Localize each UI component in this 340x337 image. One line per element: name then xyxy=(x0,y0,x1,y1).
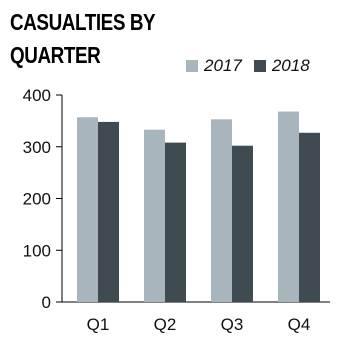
bar-2018-Q3 xyxy=(232,145,253,302)
y-tick-label: 200 xyxy=(23,190,51,209)
y-tick-label: 300 xyxy=(23,138,51,157)
x-tick-label: Q2 xyxy=(154,315,177,334)
chart-title: CASUALTIES BY QUARTER xyxy=(10,9,155,68)
y-tick-label: 400 xyxy=(23,86,51,105)
chart-legend: 2017 2018 xyxy=(186,56,322,76)
bar-2017-Q3 xyxy=(211,119,232,302)
bar-2018-Q1 xyxy=(98,121,119,302)
x-tick-label: Q1 xyxy=(87,315,110,334)
legend-item-2017: 2017 xyxy=(186,56,242,76)
bar-2017-Q2 xyxy=(144,129,165,302)
legend-label-2017: 2017 xyxy=(204,56,242,75)
y-tick-label: 100 xyxy=(23,241,51,260)
bar-2018-Q2 xyxy=(165,142,186,302)
y-tick-label: 0 xyxy=(42,293,51,312)
legend-label-2018: 2018 xyxy=(271,56,310,75)
bar-2018-Q4 xyxy=(299,132,320,302)
x-tick-label: Q4 xyxy=(288,315,311,334)
x-tick-label: Q3 xyxy=(221,315,244,334)
bar-2017-Q1 xyxy=(77,117,98,302)
legend-swatch-2018 xyxy=(253,60,266,72)
bar-2017-Q4 xyxy=(278,111,299,302)
legend-item-2018: 2018 xyxy=(253,56,310,76)
legend-swatch-2017 xyxy=(186,60,198,72)
